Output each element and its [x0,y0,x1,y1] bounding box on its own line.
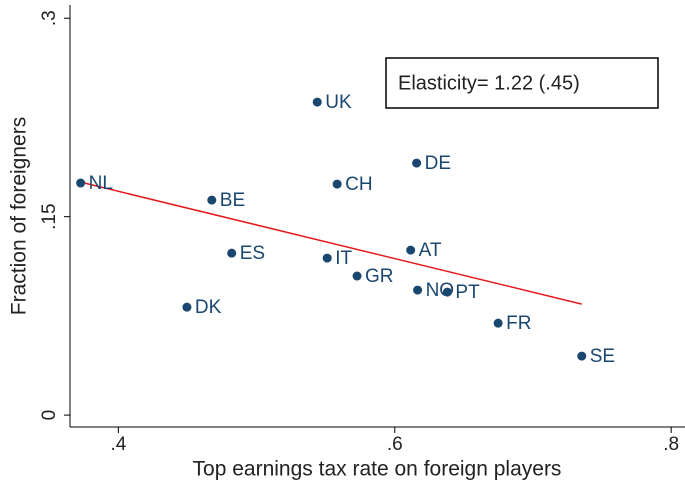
point [406,245,416,255]
point [413,285,423,295]
point [207,195,217,205]
y-tick-label: .15 [39,203,60,229]
point-label: IT [335,248,352,269]
point [312,97,322,107]
fit-line [80,181,582,305]
point-label: CH [345,174,372,195]
point [577,351,587,361]
y-tick-label: 0 [39,410,60,421]
x-tick-label: .4 [110,434,126,455]
point-label: GR [365,266,394,287]
point [442,287,452,297]
point-label: PT [455,282,480,303]
x-tick-label: .6 [387,434,403,455]
annotation-box [385,57,659,109]
point-label: AT [419,240,442,261]
point-label: UK [325,92,352,113]
y-tick-label: .3 [39,10,60,26]
x-tick-label: .8 [663,434,679,455]
point [182,302,192,312]
point [76,178,86,188]
point [412,158,422,168]
point-label: FR [506,313,531,334]
point [493,318,503,328]
point-label: NL [89,173,113,194]
x-axis-label: Top earnings tax rate on foreign players [193,458,562,481]
point-label: DK [195,297,222,318]
point-label: SE [590,346,615,367]
annotation: Elasticity= 1.22 (.45) [398,72,580,94]
point-label: DE [425,153,451,174]
y-axis-label: Fraction of foreigners [8,117,31,315]
point [227,248,237,258]
point-label: BE [220,190,245,211]
point-label: ES [240,243,265,264]
point [352,271,362,281]
point [332,179,342,189]
point [322,253,332,263]
